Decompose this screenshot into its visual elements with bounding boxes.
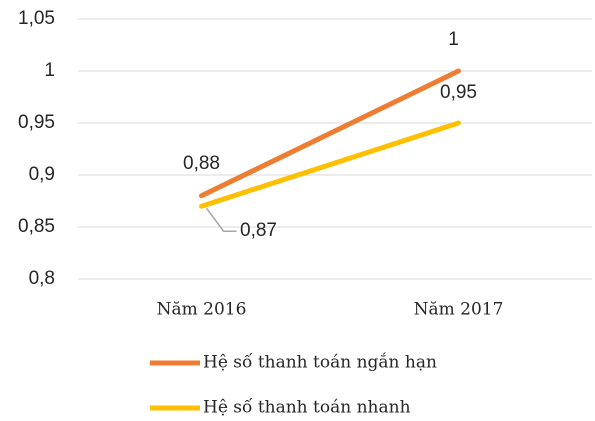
series-line [199, 68, 461, 199]
y-tick-label: 0,8 [29, 268, 55, 289]
leader-line [205, 207, 237, 232]
x-tick-label: Năm 2016 [157, 300, 247, 320]
y-tick-label: 1,05 [18, 8, 55, 29]
y-tick-label: 0,95 [18, 112, 55, 133]
y-tick-label: 1 [44, 60, 55, 81]
y-tick-label: 0,85 [18, 216, 55, 237]
x-tick-label: Năm 2017 [414, 300, 504, 320]
data-label: 1 [448, 29, 459, 50]
data-label: 0,87 [240, 220, 277, 241]
data-label: 0,95 [440, 82, 477, 103]
series-line [199, 120, 461, 209]
legend-label: Hệ số thanh toán ngắn hạn [203, 353, 437, 373]
legend-label: Hệ số thanh toán nhanh [203, 398, 411, 418]
data-label: 0,88 [183, 153, 220, 174]
y-tick-label: 0,9 [29, 164, 55, 185]
